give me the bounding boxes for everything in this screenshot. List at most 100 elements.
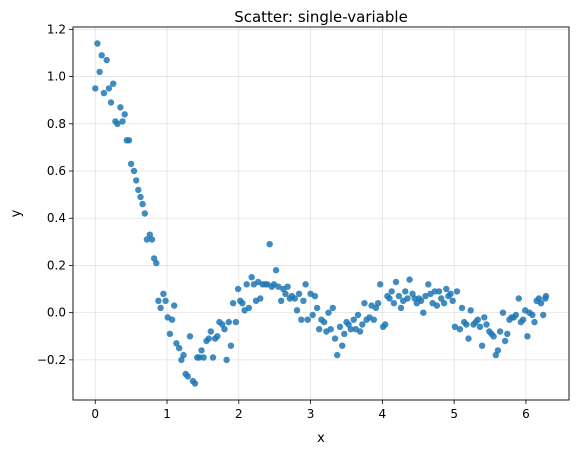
data-point [114, 120, 121, 128]
data-point [347, 326, 354, 333]
data-point [198, 347, 205, 354]
data-point [327, 326, 334, 333]
data-point [214, 333, 221, 340]
data-point [397, 304, 405, 312]
data-point [92, 85, 99, 92]
data-point [501, 337, 509, 345]
data-point [232, 318, 240, 326]
data-point [103, 56, 110, 64]
data-point [223, 356, 230, 364]
data-point [519, 316, 527, 323]
x-tick-label: 4 [379, 407, 387, 421]
data-point [425, 281, 432, 288]
data-point [361, 300, 368, 307]
data-point [451, 323, 459, 330]
data-point [225, 318, 232, 326]
y-axis-label: y [9, 209, 24, 217]
data-point [173, 340, 180, 347]
y-tick-label: 1.2 [47, 22, 66, 36]
data-point [435, 288, 443, 295]
data-point [130, 167, 138, 175]
data-point [284, 283, 291, 290]
data-point [166, 330, 174, 338]
x-tick-label: 3 [307, 407, 315, 421]
data-point [98, 52, 105, 59]
data-point [143, 236, 151, 243]
data-point [135, 186, 142, 194]
x-axis-ticks: 0 1 2 3 4 5 6 [91, 400, 530, 421]
data-point [490, 333, 497, 340]
data-point [275, 283, 282, 290]
x-tick-label: 2 [235, 407, 243, 421]
data-point [227, 342, 235, 349]
data-point [155, 297, 162, 304]
data-point [162, 297, 169, 304]
data-point [209, 354, 217, 361]
data-point [404, 295, 411, 302]
data-point [133, 177, 140, 184]
y-tick-label: −0.2 [37, 353, 66, 367]
data-point [171, 302, 178, 309]
data-point [137, 193, 144, 201]
data-point [100, 89, 108, 97]
y-tick-label: 0.4 [47, 211, 66, 225]
data-point [458, 304, 466, 312]
data-point [178, 356, 185, 364]
data-point [117, 104, 124, 111]
data-point [272, 267, 280, 274]
data-point [499, 309, 507, 316]
data-point [433, 302, 441, 309]
data-point [540, 311, 547, 319]
data-point [474, 316, 481, 323]
data-point [478, 342, 486, 349]
data-point [107, 99, 115, 106]
data-point [293, 307, 301, 314]
data-point [440, 300, 448, 307]
data-point [377, 281, 384, 288]
data-point [234, 285, 242, 293]
data-point [153, 259, 160, 267]
data-point [298, 316, 305, 323]
data-point [180, 351, 187, 359]
data-point [295, 290, 303, 297]
y-tick-label: 0.2 [47, 258, 66, 272]
data-point [339, 342, 346, 349]
data-point [321, 318, 328, 326]
data-point [386, 295, 393, 302]
data-point [207, 328, 214, 335]
data-point [146, 231, 153, 238]
data-point [302, 281, 309, 288]
data-point [125, 137, 133, 144]
data-point [94, 40, 101, 47]
data-points [92, 40, 550, 387]
data-point [422, 292, 429, 300]
data-point [524, 333, 531, 340]
data-point [494, 347, 502, 354]
data-point [205, 335, 212, 342]
data-point [316, 326, 323, 333]
data-point [221, 326, 228, 333]
data-point [239, 300, 246, 307]
data-point [110, 80, 117, 87]
data-point [200, 354, 207, 361]
chart-title: Scatter: single-variable [234, 8, 408, 26]
data-point [542, 292, 550, 300]
data-point [453, 288, 461, 295]
data-point [476, 323, 484, 330]
data-point [449, 297, 456, 304]
data-point [515, 295, 522, 302]
data-point [443, 285, 450, 293]
data-point [537, 300, 545, 307]
data-point [139, 200, 146, 208]
x-tick-label: 0 [91, 407, 99, 421]
data-point [370, 316, 377, 323]
data-point [456, 326, 464, 333]
data-point [438, 295, 445, 302]
data-point [504, 330, 511, 338]
x-axis-label: x [317, 431, 325, 446]
data-point [417, 297, 425, 304]
data-point [243, 281, 250, 288]
data-point [160, 290, 167, 297]
grid [73, 27, 569, 400]
